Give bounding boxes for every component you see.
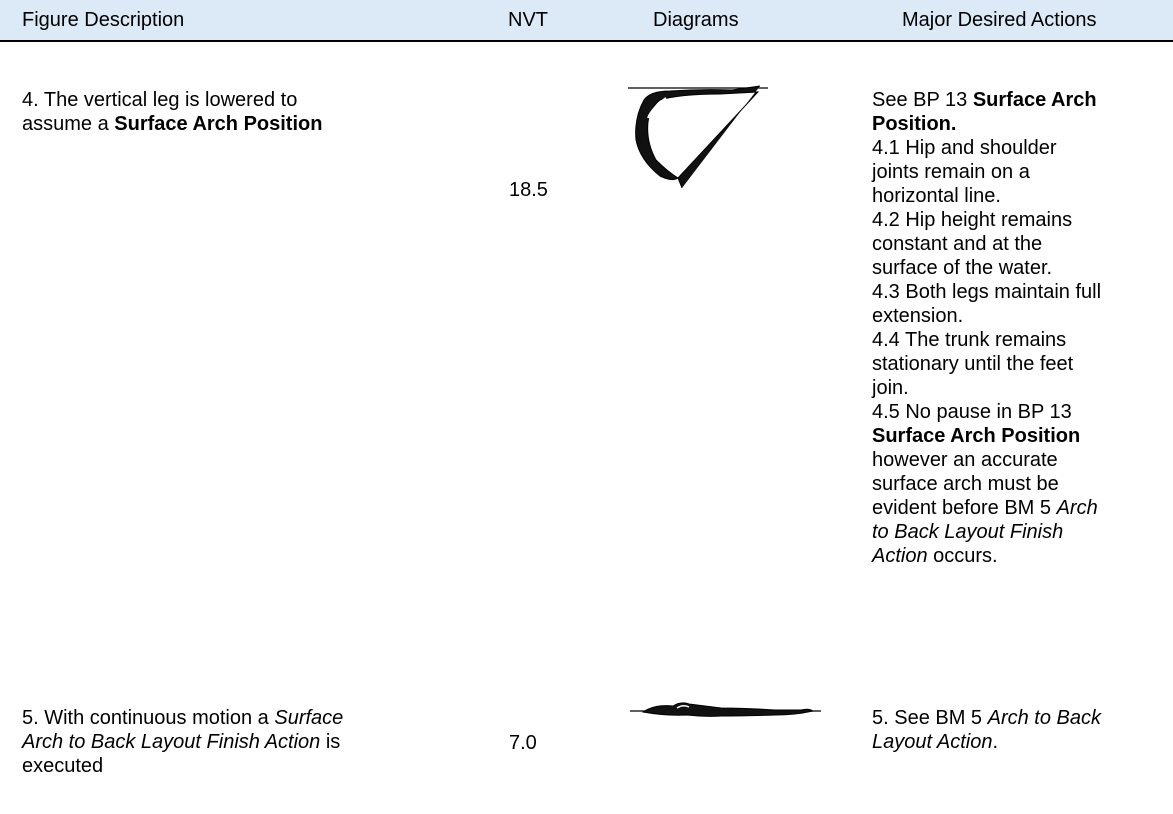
text-run: Layout Action [872, 731, 993, 753]
header-cell: Figure Description [22, 9, 185, 31]
text-line: joints remain on a [872, 160, 1101, 184]
text-line: See BP 13 Surface Arch [872, 88, 1101, 112]
text-line: 5. See BM 5 Arch to Back [872, 706, 1101, 730]
desired-actions: 5. See BM 5 Arch to Back Layout Action. [872, 706, 1101, 754]
diagram-back-layout [630, 702, 821, 717]
text-line: 4.2 Hip height remains [872, 208, 1101, 232]
text-line: extension. [872, 304, 1101, 328]
text-run: evident before BM 5 [872, 497, 1057, 519]
table-header: Figure Description NVT Diagrams Major De… [0, 0, 1173, 42]
text-run: constant and at the [872, 233, 1043, 255]
text-run: Surface Arch [972, 89, 1097, 111]
text-run: stationary until the feet [872, 353, 1074, 375]
header-cell: Major Desired Actions [902, 9, 1097, 31]
text-run: surface of the water. [872, 257, 1053, 279]
text-run: Arch to Back [987, 707, 1102, 729]
text-run: 4.5 No pause in BP 13 [872, 401, 1072, 423]
text-run: however an accurate [872, 449, 1058, 471]
text-run: extension. [872, 305, 964, 327]
nvt-value: 18.5 [509, 179, 548, 201]
text-line: constant and at the [872, 232, 1101, 256]
nvt-value: 7.0 [509, 732, 537, 754]
text-run: horizontal line. [872, 185, 1001, 207]
text-line: join. [872, 376, 1101, 400]
text-run: 5. With continuous motion a [22, 707, 275, 729]
text-line: to Back Layout Finish [872, 520, 1101, 544]
text-run: Surface Arch Position [872, 425, 1081, 447]
text-line: Position. [872, 112, 1101, 136]
text-line: 4. The vertical leg is lowered to [22, 88, 322, 112]
text-line: Surface Arch Position [872, 424, 1101, 448]
text-run: Arch [1056, 497, 1098, 519]
figure-description: 4. The vertical leg is lowered to assume … [22, 88, 322, 136]
text-run: joints remain on a [872, 161, 1030, 183]
text-line: 4.1 Hip and shoulder [872, 136, 1101, 160]
diagram-surface-arch [628, 85, 768, 189]
text-line: assume a Surface Arch Position [22, 112, 322, 136]
text-run: 4.2 Hip height remains [872, 209, 1073, 231]
text-line: stationary until the feet [872, 352, 1101, 376]
header-cell: NVT [508, 9, 548, 31]
text-run: assume a [22, 113, 115, 135]
text-run: Arch to Back Layout Finish Action [22, 731, 321, 753]
text-line: 4.3 Both legs maintain full [872, 280, 1101, 304]
text-line: executed [22, 754, 343, 778]
figure-description: 5. With continuous motion a Surface Arch … [22, 706, 343, 778]
header-cell: Diagrams [653, 9, 739, 31]
text-run: Surface Arch Position [114, 113, 323, 135]
text-line: surface arch must be [872, 472, 1101, 496]
text-line: horizontal line. [872, 184, 1101, 208]
text-run: occurs. [927, 545, 998, 567]
text-run: See BP 13 [872, 89, 973, 111]
text-run: . [992, 731, 999, 753]
text-run: Surface [274, 707, 344, 729]
text-run: to Back Layout Finish [872, 521, 1064, 543]
text-run: join. [872, 377, 909, 399]
text-run: 4. The vertical leg is lowered to [22, 89, 298, 111]
text-run: 5. See BM 5 [872, 707, 988, 729]
text-line: Action occurs. [872, 544, 1101, 568]
text-line: Layout Action. [872, 730, 1101, 754]
text-run: Position. [872, 113, 957, 135]
text-line: 4.5 No pause in BP 13 [872, 400, 1101, 424]
text-line: surface of the water. [872, 256, 1101, 280]
text-run: executed [22, 755, 104, 777]
text-run: 4.4 The trunk remains [872, 329, 1067, 351]
text-run: is [320, 731, 341, 753]
desired-actions: See BP 13 Surface Arch Position. 4.1 Hip a… [872, 88, 1101, 568]
text-run: 4.3 Both legs maintain full [872, 281, 1102, 303]
text-run: 4.1 Hip and shoulder [872, 137, 1057, 159]
text-line: 4.4 The trunk remains [872, 328, 1101, 352]
text-line: 5. With continuous motion a Surface [22, 706, 343, 730]
text-line: evident before BM 5 Arch [872, 496, 1101, 520]
text-run: Action [872, 545, 928, 567]
text-run: surface arch must be [872, 473, 1059, 495]
text-line: Arch to Back Layout Finish Action is [22, 730, 343, 754]
text-line: however an accurate [872, 448, 1101, 472]
